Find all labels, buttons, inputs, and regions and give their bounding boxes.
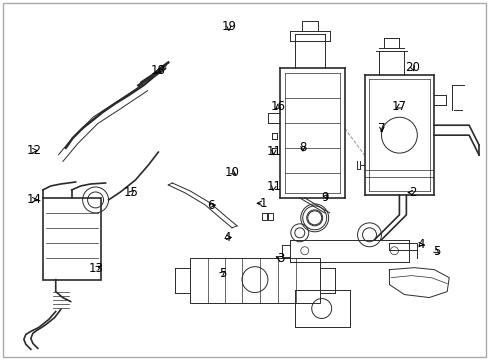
Text: 7: 7: [377, 122, 385, 135]
Text: 11: 11: [265, 145, 281, 158]
Text: 5: 5: [219, 267, 226, 280]
Text: 9: 9: [321, 192, 328, 204]
Bar: [190, 258, 319, 302]
Text: 12: 12: [26, 144, 41, 157]
Text: 16: 16: [270, 100, 285, 113]
Text: 13: 13: [88, 262, 103, 275]
Text: 11: 11: [265, 180, 281, 193]
Text: 8: 8: [299, 140, 306, 153]
Text: 5: 5: [432, 245, 440, 258]
Text: 14: 14: [26, 193, 41, 206]
Text: 15: 15: [124, 186, 139, 199]
Text: 1: 1: [259, 197, 266, 210]
Text: 19: 19: [221, 20, 236, 33]
Text: 4: 4: [223, 231, 231, 244]
Text: 18: 18: [150, 64, 165, 77]
Text: 10: 10: [224, 166, 239, 179]
Bar: [42, 198, 101, 280]
Text: 20: 20: [404, 60, 419, 73]
Text: 2: 2: [408, 186, 415, 199]
Text: 3: 3: [277, 252, 284, 265]
Text: 6: 6: [206, 199, 214, 212]
Text: 4: 4: [416, 238, 424, 251]
Text: 17: 17: [391, 100, 406, 113]
